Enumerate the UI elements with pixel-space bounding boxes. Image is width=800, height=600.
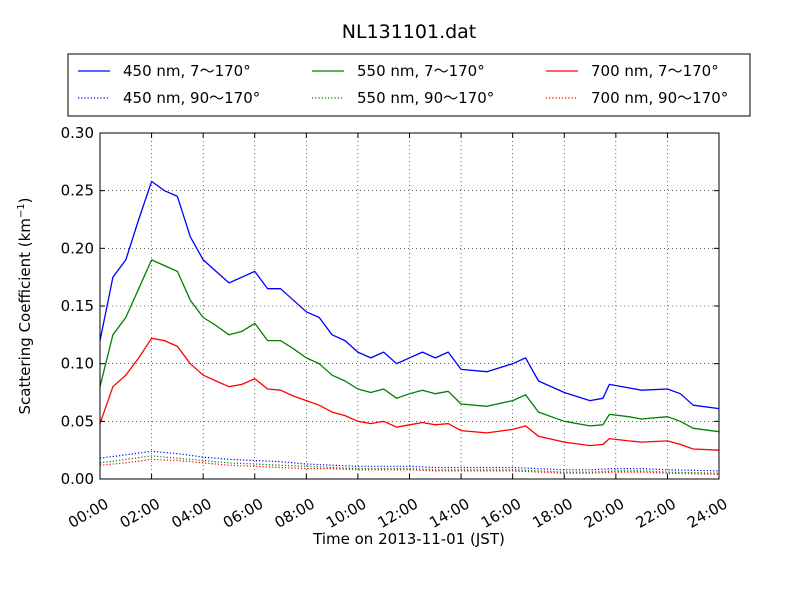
y-axis-label-close: ) <box>16 197 34 203</box>
y-tick-label: 0.10 <box>61 355 94 373</box>
y-tick-label: 0.25 <box>61 182 94 200</box>
x-tick-label: 20:00 <box>581 495 627 532</box>
x-tick-label: 24:00 <box>684 495 730 532</box>
x-tick-label: 12:00 <box>375 495 421 532</box>
y-tick-label: 0.30 <box>61 124 94 142</box>
x-tick-label: 02:00 <box>117 495 163 532</box>
x-tick-label: 16:00 <box>478 495 524 532</box>
y-axis-label: Scattering Coefficient (km−1) <box>16 197 34 414</box>
x-tick-label: 06:00 <box>220 495 266 532</box>
y-tick-label: 0.00 <box>61 470 94 488</box>
legend: 450 nm, 7～170° 550 nm, 7～170° 700 nm, 7～17… <box>67 53 751 117</box>
y-tick-label: 0.20 <box>61 239 94 257</box>
x-tick-label: 14:00 <box>426 495 472 532</box>
series-group <box>99 180 720 475</box>
series-line-4 <box>99 450 720 472</box>
x-tick-label: 22:00 <box>633 495 679 532</box>
legend-label: 450 nm, 7～170° <box>123 62 251 80</box>
chart-title: NL131101.dat <box>342 21 477 43</box>
y-axis-label-main: Scattering Coefficient (km <box>16 218 34 414</box>
y-tick-label: 0.15 <box>61 297 94 315</box>
legend-label: 700 nm, 7～170° <box>591 62 719 80</box>
x-tick-label: 04:00 <box>168 495 214 532</box>
series-line-2 <box>99 259 720 433</box>
legend-frame <box>67 53 751 117</box>
legend-label: 700 nm, 90～170° <box>591 89 728 107</box>
series-line-1 <box>99 180 720 410</box>
legend-label: 450 nm, 90～170° <box>123 89 260 107</box>
x-tick-label: 08:00 <box>271 495 317 532</box>
y-tick-label: 0.05 <box>61 412 94 430</box>
legend-label: 550 nm, 90～170° <box>357 89 494 107</box>
grid <box>100 133 719 479</box>
x-axis-label: Time on 2013-11-01 (JST) <box>312 530 505 548</box>
x-tick-label: 00:00 <box>65 495 111 532</box>
series-line-5 <box>99 455 720 474</box>
legend-label: 550 nm, 7～170° <box>357 62 485 80</box>
y-axis-label-sup: −1 <box>16 203 27 218</box>
series-line-6 <box>99 458 720 475</box>
x-tick-label: 10:00 <box>323 495 369 532</box>
y-axis: 0.00 0.05 0.10 0.15 0.20 0.25 0.30 <box>61 124 719 488</box>
series-line-3 <box>99 337 720 451</box>
x-tick-label: 18:00 <box>529 495 575 532</box>
